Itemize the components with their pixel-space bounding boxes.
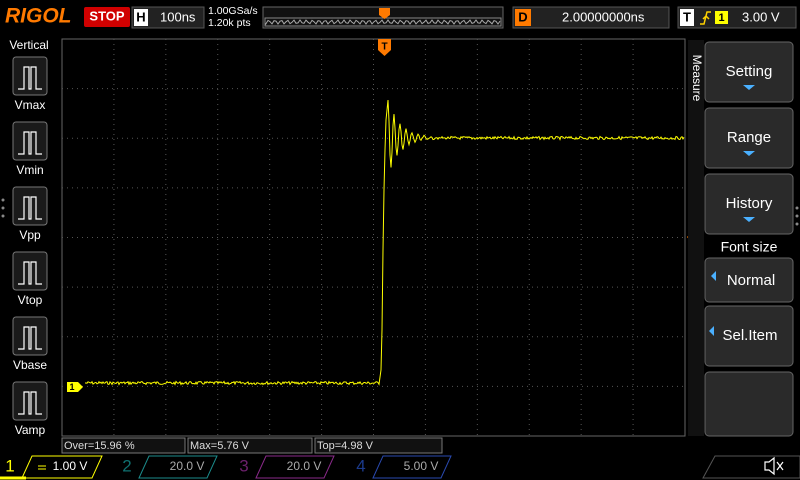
channel-scale: 20.0 V: [287, 459, 322, 473]
menu-icon-box[interactable]: [12, 381, 48, 421]
brand: RIGOL: [5, 5, 72, 28]
select-item: Sel.Item: [722, 327, 777, 344]
timebase-badge: [134, 9, 148, 26]
menu-icon: [18, 326, 42, 350]
menu-icon-box[interactable]: [12, 251, 48, 291]
measurement: Top=4.98 V: [317, 440, 374, 452]
channel-number[interactable]: 1: [5, 456, 14, 475]
status-box: [702, 455, 800, 479]
channel-1-trace: [85, 99, 685, 386]
channel-bar: 1 1.00 V 2 20.0 V 3 20.0 V 4 5.00 V: [0, 455, 452, 480]
font-size-button[interactable]: [704, 257, 794, 303]
menu-icon-box[interactable]: [12, 316, 48, 356]
delay-box[interactable]: [512, 6, 670, 29]
overview-trigger-marker: [379, 8, 390, 19]
down-arrow: [743, 85, 755, 90]
scroll-dot: [795, 206, 799, 210]
trigger-edge-icon: [700, 11, 711, 25]
graticule: [61, 38, 686, 437]
left-arrow: [709, 326, 714, 336]
menu-button[interactable]: [704, 107, 794, 169]
menu-icon: [18, 66, 42, 90]
menu-icon: [18, 196, 42, 220]
delay: 2.00000000ns: [562, 9, 645, 24]
run-state-box[interactable]: [84, 7, 130, 27]
memory-depth: 1.20k pts: [208, 17, 251, 29]
channel-number[interactable]: 3: [239, 456, 248, 475]
right-menu: Setting Range History: [704, 41, 794, 235]
right-menu-tab: [688, 40, 704, 436]
trigger-position-label: T: [381, 42, 387, 53]
menu-icon-box[interactable]: [12, 56, 48, 96]
channel-1-marker: [67, 382, 83, 392]
trigger-position-marker: [378, 39, 391, 56]
measurement-box[interactable]: [61, 437, 186, 454]
run-state: STOP: [89, 8, 124, 23]
channel-scale: 1.00 V: [53, 459, 88, 473]
channel-scale: 20.0 V: [170, 459, 205, 473]
left-arrow: [711, 271, 716, 281]
sample-rate: 1.00GSa/s: [208, 5, 258, 17]
sound-icon[interactable]: [764, 456, 784, 476]
menu-icon: [18, 131, 42, 155]
menu-button-label: Setting: [726, 63, 773, 80]
scroll-dot: [1, 206, 5, 210]
channel-1-marker-label: 1: [69, 382, 74, 392]
channel-number[interactable]: 4: [356, 456, 365, 475]
menu-button[interactable]: [704, 41, 794, 103]
channel-1-coupling: [38, 465, 46, 470]
timebase-label: H: [136, 9, 145, 24]
font-size-header: [705, 238, 793, 256]
menu-item-label: Vtop: [18, 293, 43, 307]
overview-trace: [265, 19, 501, 26]
timebase-box[interactable]: [131, 6, 205, 29]
delay-badge: [515, 9, 531, 26]
menu-item-label: Vpp: [19, 228, 41, 242]
measurement: Over=15.96 %: [64, 440, 135, 452]
menu-icon-box[interactable]: [12, 186, 48, 226]
empty-button[interactable]: [704, 371, 794, 437]
measurement: Max=5.76 V: [190, 440, 250, 452]
select-item-button[interactable]: [704, 305, 794, 367]
measurement-box[interactable]: [187, 437, 313, 454]
left-menu-title: Vertical: [9, 38, 48, 52]
menu-item-label: Vbase: [13, 358, 47, 372]
trigger-source-badge: [715, 11, 728, 24]
font-size-label: Font size: [721, 239, 778, 255]
font-size: Normal: [727, 272, 775, 289]
trigger-level: 3.00 V: [742, 9, 780, 24]
menu-button-label: Range: [727, 129, 771, 146]
menu-button[interactable]: [704, 173, 794, 235]
right-menu-title: Measure: [690, 55, 704, 102]
scroll-dot: [1, 198, 5, 202]
scroll-dot: [795, 222, 799, 226]
down-arrow: [743, 217, 755, 222]
delay-label: D: [518, 9, 527, 24]
menu-button-label: History: [726, 195, 773, 212]
timebase: 100ns: [160, 9, 196, 24]
scroll-dot: [1, 214, 5, 218]
menu-item-label: Vmin: [16, 163, 43, 177]
trigger-label: T: [683, 9, 691, 24]
menu-item-label: Vamp: [15, 423, 46, 437]
channel-box[interactable]: [138, 455, 218, 479]
channel-scale: 5.00 V: [404, 459, 439, 473]
trigger-badge: [680, 9, 694, 26]
overview-window: [264, 17, 502, 27]
channel-box[interactable]: [255, 455, 335, 479]
channel-number[interactable]: 2: [122, 456, 131, 475]
menu-icon-box[interactable]: [12, 121, 48, 161]
left-menu: Vmax Vmin Vpp Vtop Vbase Vamp: [12, 56, 48, 437]
menu-icon: [18, 391, 42, 415]
channel-box[interactable]: [21, 455, 103, 479]
measurement-box[interactable]: [314, 437, 443, 454]
scroll-dot: [795, 214, 799, 218]
menu-item-label: Vmax: [15, 98, 46, 112]
channel-box[interactable]: [372, 455, 452, 479]
menu-icon: [18, 261, 42, 285]
down-arrow: [743, 151, 755, 156]
trigger-source: 1: [718, 12, 724, 24]
